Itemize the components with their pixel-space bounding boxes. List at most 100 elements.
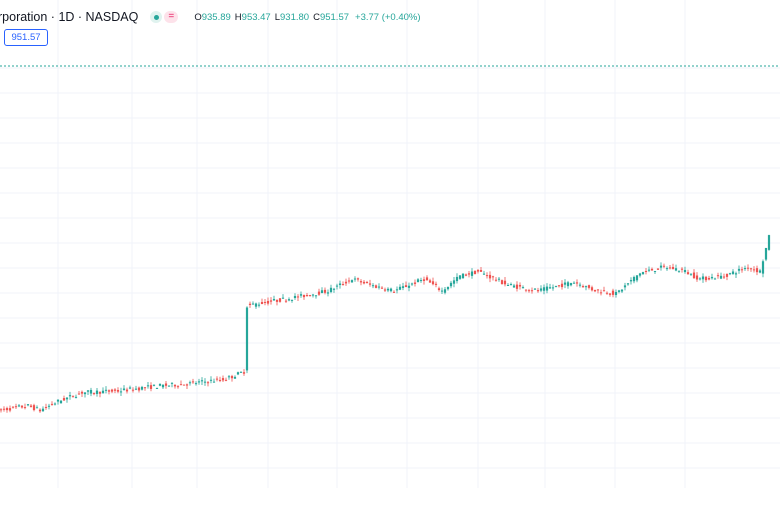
candle [761,259,765,278]
candle [104,386,108,394]
candle [425,275,429,281]
candle [662,263,666,269]
candle-body [467,273,471,275]
candle-body [215,378,219,380]
candle [176,385,180,389]
chart-grid [0,0,780,488]
candle-body [437,288,441,291]
candle-body [656,268,660,270]
candle [8,405,12,413]
candle [65,397,69,403]
candle [422,276,426,285]
candle-body [122,388,126,390]
ohlc-values: O 935.89 H 953.47 L 931.80 C 951.57 +3.77 (+… [190,12,420,23]
candle [566,280,570,289]
candle [389,287,393,293]
candle [329,284,333,294]
candle [419,277,423,283]
candle-body [539,288,543,291]
candle [218,376,222,383]
price-input[interactable]: 951.57 [4,29,48,46]
candle-body [668,267,672,269]
candle [767,234,771,251]
candle [50,401,54,406]
candle [743,265,747,271]
candle-body [698,278,702,280]
low-value: 931.80 [280,11,310,23]
candle-body [284,300,288,302]
candle-body [524,289,528,291]
candle-body [230,376,234,379]
candle-body [758,270,762,273]
candle [635,275,639,283]
candle-body [65,397,69,400]
candle-body [188,382,192,384]
candle-body [644,271,648,273]
market-open-dot-icon[interactable] [150,11,163,23]
candle [140,385,144,391]
candle [725,273,729,281]
candle-body [47,405,51,407]
candle-body [626,283,630,285]
candle [554,285,558,288]
candle-body [269,300,273,302]
candle [179,380,183,386]
candle-body [197,381,201,383]
candle-body [458,275,462,279]
candle-body [518,284,522,287]
candle-body [548,287,552,289]
candle-body [665,268,669,270]
candle-body [206,382,210,384]
candle [410,282,414,286]
candle [590,285,594,292]
candle-body [494,279,498,281]
candle [257,302,261,308]
candle-body [248,303,252,306]
candle-body [62,398,66,401]
candle [476,269,480,274]
candle [137,386,141,393]
candle-body [191,381,195,383]
candle-body [251,303,255,305]
candle-body [563,282,567,285]
candle-body [647,269,651,271]
candle [515,281,519,292]
candle-body [662,265,666,267]
candle [182,384,186,386]
candle-body [320,290,324,294]
candle [479,267,483,272]
candle [248,301,252,308]
candle-body [680,268,684,270]
candle-body [347,280,351,282]
candle-body [308,295,312,297]
symbol-title[interactable]: rporation · 1D · NASDAQ [0,10,139,24]
candle [200,377,204,386]
candle-body [404,285,408,288]
candle [173,384,177,389]
candle [68,391,72,400]
candle [92,392,96,396]
candle-body [227,376,231,378]
candle-body [350,280,354,283]
candle-body [764,247,768,260]
candle [533,287,537,290]
candle-body [83,392,87,395]
candle [125,387,129,394]
candle [215,376,219,382]
candle-body [425,277,429,281]
candle [323,287,327,295]
candle-body [431,281,435,285]
candle [290,299,294,303]
candle [749,267,753,272]
candle-body [80,391,84,394]
candle [374,284,378,289]
candle [710,273,714,280]
candle [587,284,591,290]
candle [74,394,78,399]
equal-sign-icon[interactable]: = [164,11,179,23]
candle-body [362,281,366,284]
candle [404,281,408,288]
candle-body [395,289,399,291]
candle-body [155,387,159,389]
